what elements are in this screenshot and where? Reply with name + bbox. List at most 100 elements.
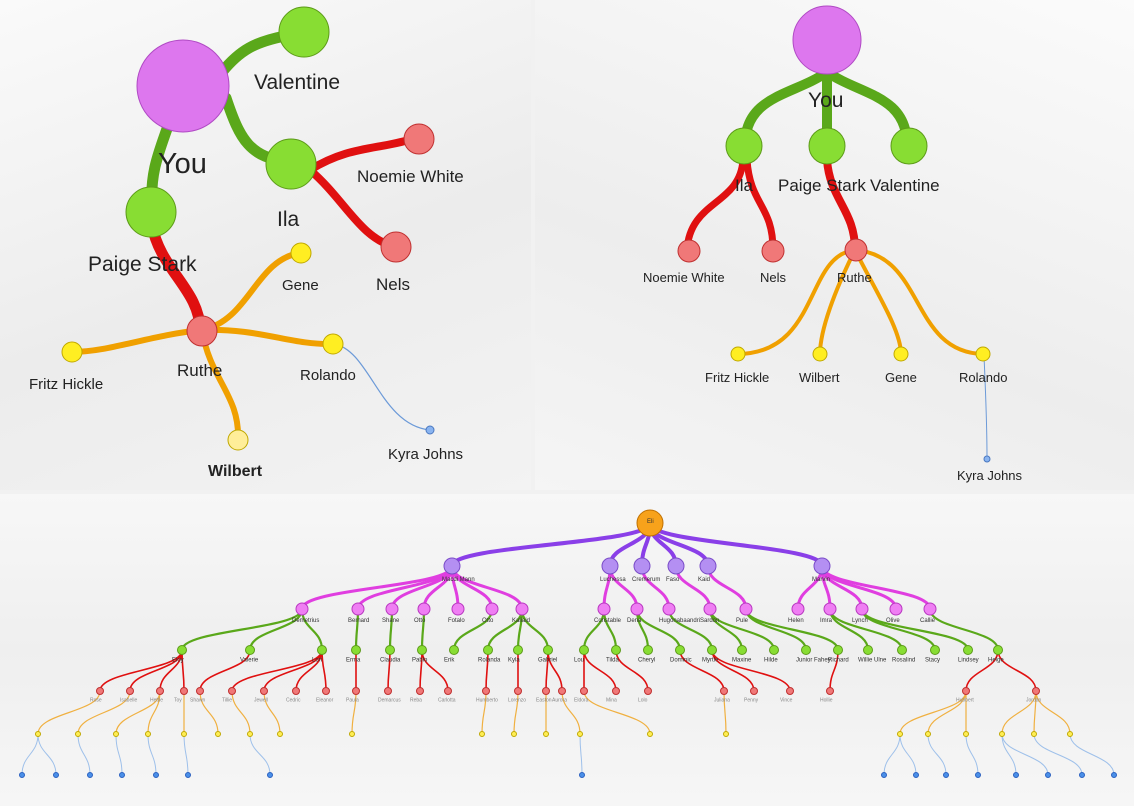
large-tree-node[interactable] <box>1111 772 1117 778</box>
large-tree-node[interactable] <box>295 602 309 616</box>
large-tree-node[interactable] <box>351 602 365 616</box>
node-nels[interactable] <box>380 231 412 263</box>
large-tree-node[interactable] <box>667 557 685 575</box>
large-tree-node[interactable] <box>352 687 360 695</box>
large-tree-node[interactable] <box>889 602 903 616</box>
large-tree-node[interactable] <box>739 602 753 616</box>
large-tree-node[interactable] <box>515 602 529 616</box>
node-ila[interactable] <box>265 138 317 190</box>
large-tree-node[interactable] <box>826 687 834 695</box>
node-rolando[interactable] <box>975 346 991 362</box>
large-tree-node[interactable] <box>611 645 621 655</box>
large-tree-node[interactable] <box>707 645 717 655</box>
large-tree-node[interactable] <box>317 645 327 655</box>
large-tree-node[interactable] <box>580 687 588 695</box>
large-tree-node[interactable] <box>1045 772 1051 778</box>
large-tree-node[interactable] <box>813 557 831 575</box>
node-wilbert[interactable] <box>812 346 828 362</box>
large-tree-node[interactable] <box>384 687 392 695</box>
large-tree-node[interactable] <box>943 772 949 778</box>
large-tree-node[interactable] <box>801 645 811 655</box>
large-tree-node[interactable] <box>699 557 717 575</box>
large-tree-node[interactable] <box>351 645 361 655</box>
large-tree-node[interactable] <box>180 687 188 695</box>
large-tree-node[interactable] <box>196 687 204 695</box>
large-tree-node[interactable] <box>558 687 566 695</box>
node-wilbert[interactable] <box>227 429 249 451</box>
large-tree-node[interactable] <box>417 602 431 616</box>
large-tree-node[interactable] <box>630 602 644 616</box>
large-tree-node[interactable] <box>444 687 452 695</box>
node-nels[interactable] <box>761 239 785 263</box>
large-tree-node[interactable] <box>482 687 490 695</box>
large-tree-node[interactable] <box>542 687 550 695</box>
large-tree-node[interactable] <box>513 645 523 655</box>
large-tree-node[interactable] <box>703 602 717 616</box>
large-tree-node[interactable] <box>449 645 459 655</box>
large-tree-node[interactable] <box>483 645 493 655</box>
node-noemie[interactable] <box>403 123 435 155</box>
large-tree-node[interactable] <box>962 687 970 695</box>
large-tree-node[interactable] <box>53 772 59 778</box>
large-tree-node[interactable] <box>597 602 611 616</box>
large-tree-node[interactable] <box>791 602 805 616</box>
large-tree-node[interactable] <box>451 602 465 616</box>
large-tree-node[interactable] <box>923 602 937 616</box>
large-tree-node[interactable] <box>643 645 653 655</box>
large-tree-node[interactable] <box>1031 731 1037 737</box>
large-tree-node[interactable] <box>349 731 355 737</box>
large-tree-node[interactable] <box>963 731 969 737</box>
large-tree-node[interactable] <box>769 645 779 655</box>
large-tree-node[interactable] <box>19 772 25 778</box>
large-tree-node[interactable] <box>601 557 619 575</box>
large-tree-node[interactable] <box>322 687 330 695</box>
large-tree-node[interactable] <box>153 772 159 778</box>
large-tree-node[interactable] <box>277 731 283 737</box>
large-tree-node[interactable] <box>113 731 119 737</box>
large-tree-node[interactable] <box>963 645 973 655</box>
large-tree-node[interactable] <box>975 772 981 778</box>
large-tree-node[interactable] <box>96 687 104 695</box>
large-tree-node[interactable] <box>1079 772 1085 778</box>
large-tree-node[interactable] <box>185 772 191 778</box>
large-tree-node[interactable] <box>543 731 549 737</box>
large-tree-node[interactable] <box>930 645 940 655</box>
large-tree-node[interactable] <box>579 645 589 655</box>
node-kyra[interactable] <box>983 455 991 463</box>
large-tree-node[interactable] <box>35 731 41 737</box>
large-tree-node[interactable] <box>479 731 485 737</box>
large-tree-node[interactable] <box>416 687 424 695</box>
large-tree-node[interactable] <box>1067 731 1073 737</box>
large-tree-node[interactable] <box>1013 772 1019 778</box>
large-tree-node[interactable] <box>417 645 427 655</box>
large-tree-node[interactable] <box>514 687 522 695</box>
node-you[interactable] <box>792 5 862 75</box>
node-valentine[interactable] <box>278 6 330 58</box>
large-tree-node[interactable] <box>145 731 151 737</box>
large-tree-node[interactable] <box>1032 687 1040 695</box>
large-tree-node[interactable] <box>999 731 1005 737</box>
large-tree-node[interactable] <box>245 645 255 655</box>
large-tree-node[interactable] <box>443 557 461 575</box>
large-tree-node[interactable] <box>925 731 931 737</box>
large-tree-node[interactable] <box>833 645 843 655</box>
large-tree-node[interactable] <box>786 687 794 695</box>
large-tree-node[interactable] <box>292 687 300 695</box>
large-tree-node[interactable] <box>662 602 676 616</box>
large-tree-node[interactable] <box>633 557 651 575</box>
large-tree-node[interactable] <box>647 731 653 737</box>
large-tree-node[interactable] <box>881 772 887 778</box>
large-tree-node[interactable] <box>897 645 907 655</box>
large-tree-node[interactable] <box>181 731 187 737</box>
large-tree-node[interactable] <box>126 687 134 695</box>
large-tree-node[interactable] <box>993 645 1003 655</box>
large-tree-node[interactable] <box>913 772 919 778</box>
large-tree-node[interactable] <box>577 731 583 737</box>
large-tree-node[interactable] <box>612 687 620 695</box>
large-tree-node[interactable] <box>723 731 729 737</box>
node-ila[interactable] <box>725 127 763 165</box>
large-tree-node[interactable] <box>485 602 499 616</box>
node-fritz[interactable] <box>61 341 83 363</box>
large-tree-node[interactable] <box>247 731 253 737</box>
large-tree-node[interactable] <box>267 772 273 778</box>
